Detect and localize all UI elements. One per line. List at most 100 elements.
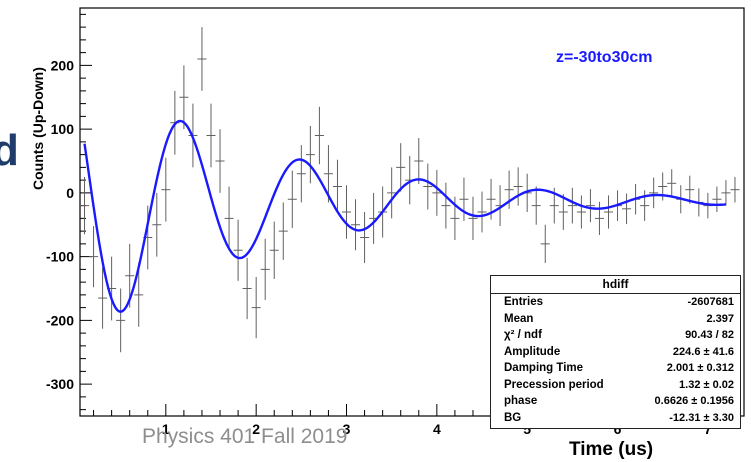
data-point (116, 288, 126, 353)
plot-border (79, 7, 745, 417)
data-point (531, 186, 541, 225)
data-point (414, 138, 424, 184)
stats-value: 2.397 (706, 312, 734, 325)
stats-label: Mean (504, 312, 534, 325)
data-point (314, 106, 324, 165)
stats-row: Mean 2.397 (491, 311, 740, 328)
data-point (712, 186, 722, 212)
stats-value: -2607681 (687, 296, 735, 308)
data-point (134, 263, 144, 327)
stats-value: 2.001 ± 0.312 (666, 362, 734, 374)
data-point (233, 219, 243, 281)
data-point (576, 195, 586, 229)
stats-row: Amplitude 224.6 ± 41.6 (491, 344, 740, 361)
stats-row: BG -12.31 ± 3.30 (491, 410, 740, 427)
stats-label: χ² / ndf (504, 329, 542, 341)
data-point (667, 169, 677, 198)
stats-value: 224.6 ± 41.6 (672, 345, 734, 358)
data-point (89, 226, 99, 288)
stats-label: phase (504, 395, 538, 407)
data-point (513, 167, 523, 206)
data-point (323, 145, 333, 203)
data-point (80, 176, 90, 235)
stats-row: Entries -2607681 (491, 294, 740, 311)
x-tick-label: 7 (704, 421, 712, 437)
data-point (558, 194, 568, 230)
x-axis-label: Time (us) (569, 439, 653, 460)
data-point (594, 201, 604, 235)
stats-row: phase 0.6626 ± 0.1956 (491, 393, 740, 410)
axis-tick-labels: -300 -200 -100 0 100 200 1 2 3 4 5 6 7 (46, 57, 712, 437)
x-tick-label: 2 (252, 421, 260, 437)
data-point (603, 195, 614, 229)
data-point (649, 177, 659, 209)
fit-stats-box: hdiff Entries -2607681 Mean 2.397 χ² / ndf 90… (490, 275, 741, 429)
stats-value: 1.32 ± 0.02 (679, 378, 734, 391)
data-point (260, 238, 270, 300)
data-point (441, 182, 451, 229)
stats-rows: Entries -2607681 Mean 2.397 χ² / ndf 90.43 / … (491, 294, 740, 426)
data-point (423, 163, 433, 210)
stats-row: χ² / ndf 90.43 / 82 (491, 327, 740, 344)
data-point (351, 199, 361, 251)
data-point (242, 257, 252, 320)
stats-row: Precession period 1.32 ± 0.02 (491, 377, 740, 394)
data-point (396, 143, 406, 192)
data-point (432, 169, 442, 216)
data-point (206, 103, 216, 168)
data-point (98, 267, 108, 329)
data-point (269, 221, 279, 279)
data-point (360, 212, 370, 263)
y-tick-label: -200 (46, 312, 74, 328)
stats-label: Damping Time (504, 362, 584, 374)
data-point (387, 167, 397, 219)
data-point (251, 277, 261, 339)
y-tick-label: -100 (46, 249, 74, 265)
data-point (332, 159, 342, 214)
data-point (585, 189, 595, 223)
y-axis-label: Counts (Up-Down) (30, 67, 46, 190)
y-tick-label: 200 (51, 57, 75, 73)
stats-value: 0.6626 ± 0.1956 (654, 395, 734, 407)
data-point (287, 170, 297, 228)
y-tick-label: 100 (51, 121, 75, 137)
data-point (730, 176, 740, 203)
slide-edge-text: d (0, 132, 19, 175)
x-tick-label: 4 (433, 421, 441, 437)
data-point (341, 185, 352, 239)
data-point (622, 193, 632, 225)
stats-row: Damping Time 2.001 ± 0.312 (491, 360, 740, 377)
data-point (459, 177, 469, 221)
stats-label: Amplitude (504, 345, 561, 358)
data-point (567, 187, 577, 224)
stats-label: BG (504, 411, 522, 424)
data-point (468, 196, 478, 241)
y-tick-label: 0 (66, 185, 74, 201)
data-point (152, 192, 162, 257)
stats-label: Precession period (504, 378, 604, 391)
y-tick-label: -300 (46, 376, 74, 392)
plot-frame (79, 7, 745, 417)
data-point (197, 27, 207, 91)
data-point (179, 65, 189, 130)
stats-value: -12.31 ± 3.30 (669, 411, 734, 424)
data-point (224, 186, 234, 251)
data-point (721, 180, 731, 206)
data-point (296, 145, 306, 203)
data-point (477, 191, 487, 233)
plot-annotation: z=-30to30cm (556, 49, 653, 66)
data-point (278, 202, 288, 260)
x-tick-label: 6 (614, 421, 622, 437)
x-tick-label: 3 (343, 421, 351, 437)
x-tick-label: 1 (162, 421, 170, 437)
stats-title: hdiff (491, 276, 740, 294)
data-point (540, 224, 550, 263)
fit-curve (83, 119, 727, 313)
data-point (685, 175, 695, 204)
fit-curve-group (83, 119, 727, 313)
data-point (215, 129, 225, 193)
stats-label: Entries (504, 296, 543, 308)
slide-edge-letter: d (0, 132, 20, 176)
x-tick-label: 5 (523, 421, 531, 437)
